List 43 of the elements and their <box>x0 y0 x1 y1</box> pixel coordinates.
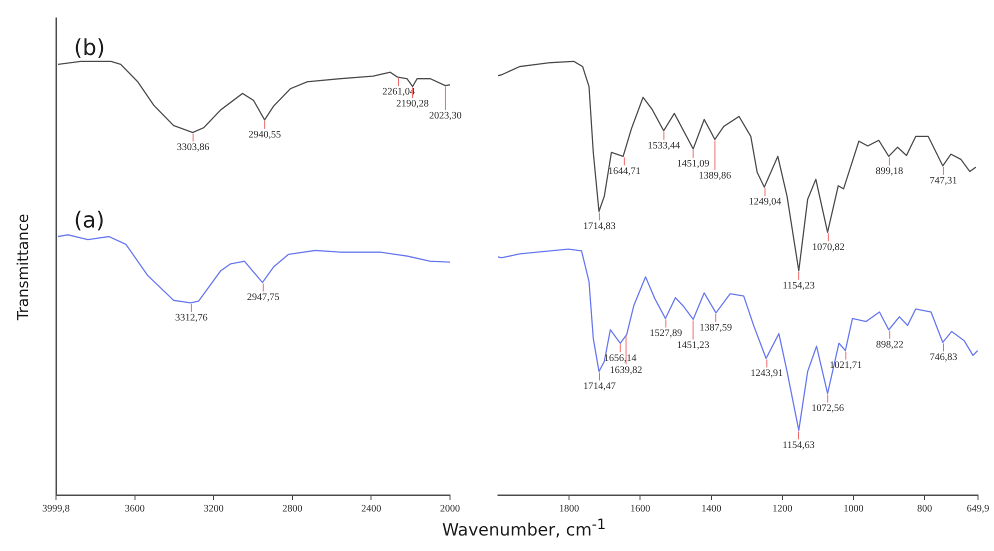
annotation: 2023,30 <box>429 110 462 122</box>
annotation: 1451,09 <box>676 158 710 170</box>
annotation: 1072,56 <box>811 403 844 414</box>
annotation: 1243,91 <box>750 368 784 380</box>
series-label: (b) <box>74 36 106 62</box>
annotation: 1070,82 <box>812 242 845 253</box>
y-axis-title: Transmittance <box>14 212 32 322</box>
annotation: 747,31 <box>930 175 958 186</box>
annotation: 746,83 <box>930 352 958 363</box>
x-tick-label: 1800 <box>559 504 580 515</box>
x-tick-label: 1400 <box>701 504 722 515</box>
annotation: 1644,71 <box>608 166 641 177</box>
annotation: 899,18 <box>876 166 904 177</box>
x-tick-label: 3200 <box>204 504 224 515</box>
x-tick-label: 1000 <box>844 504 864 515</box>
annotation: 1154,63 <box>782 440 815 452</box>
annotation: 1451,23 <box>676 340 710 352</box>
series-label: (a) <box>74 208 105 234</box>
annotation: 898,22 <box>876 339 904 350</box>
x-tick-label: 1600 <box>630 504 650 515</box>
x-tick-label: 2400 <box>361 504 382 515</box>
annotation: 1714,83 <box>583 221 616 232</box>
x-tick-label: 3999,8 <box>42 504 70 515</box>
annotation: 1389,86 <box>698 170 732 182</box>
x-tick-label: 800 <box>917 504 932 515</box>
annotation: 1387,59 <box>699 322 732 334</box>
annotation: 1639,82 <box>610 364 642 376</box>
x-axis-title: Wavenumber, cm$^{-1}$ <box>441 517 607 541</box>
annotation: 3312,76 <box>175 312 208 324</box>
annotation: 2940,55 <box>248 130 281 141</box>
x-tick-label: 2800 <box>282 504 302 515</box>
annotation: 2947,75 <box>247 292 280 304</box>
annotation: 2190,28 <box>396 98 429 110</box>
annotation: 1533,44 <box>648 140 680 152</box>
annotation: 1714,47 <box>583 381 616 392</box>
x-tick-label: 3600 <box>124 504 145 515</box>
annotation: 1527,89 <box>650 328 682 340</box>
annotation: 3303,86 <box>176 142 210 154</box>
annotation: 1249,04 <box>748 196 782 208</box>
x-tick-label: 1200 <box>772 504 792 515</box>
x-tick-label: 2000 <box>440 504 460 515</box>
annotation: 1154,23 <box>782 280 815 292</box>
x-tick-label: 649,9 <box>966 504 990 515</box>
